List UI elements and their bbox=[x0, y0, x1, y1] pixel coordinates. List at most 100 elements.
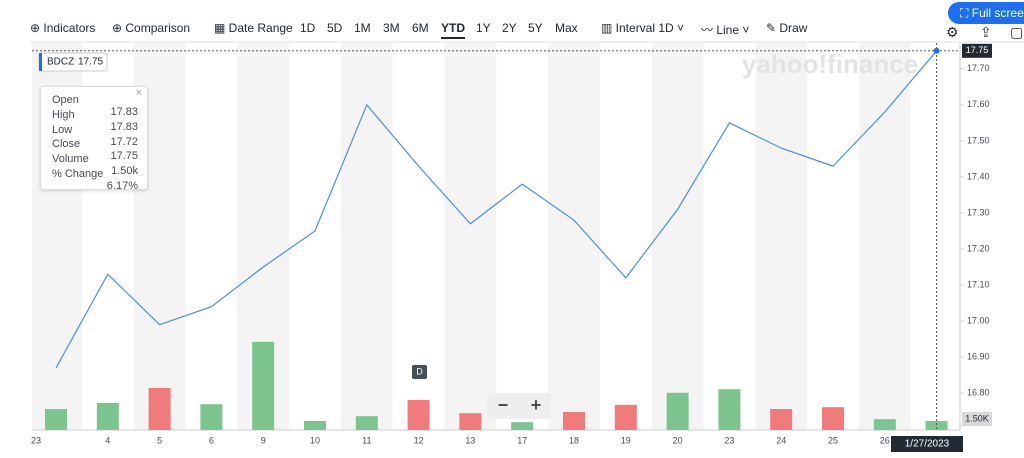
settings-icon[interactable]: ⚙ bbox=[946, 24, 959, 40]
volume-bar bbox=[511, 422, 534, 430]
price-badge-label: 17.75 bbox=[966, 45, 989, 55]
y-tick-label: 17.50 bbox=[967, 135, 990, 145]
range-button[interactable]: 3M bbox=[383, 21, 400, 35]
volume-badge bbox=[962, 412, 992, 426]
y-tick-label: 17.70 bbox=[967, 63, 990, 73]
tooltip-label: Low bbox=[52, 123, 73, 136]
day-band bbox=[444, 43, 497, 430]
label: Comparison bbox=[125, 21, 191, 35]
comparison-button[interactable]: ⊕ Comparison bbox=[112, 21, 191, 35]
share-icon[interactable]: ⇪ bbox=[980, 24, 992, 40]
y-tick-label: 17.00 bbox=[967, 315, 990, 325]
day-band bbox=[755, 43, 808, 430]
tooltip-row: Volume 1.50k bbox=[52, 153, 138, 177]
volume-bar bbox=[718, 389, 741, 430]
x-tick-label: 19 bbox=[621, 435, 631, 445]
tooltip-value: 17.83 bbox=[110, 120, 138, 133]
y-tick-label: 16.80 bbox=[967, 388, 990, 398]
tooltip-row: Low 17.72 bbox=[52, 123, 138, 148]
tooltip-row: % Change 6.17% bbox=[52, 168, 138, 192]
draw-button[interactable]: ✎ Draw bbox=[766, 21, 808, 35]
tooltip-value: 6.17% bbox=[106, 180, 138, 192]
volume-bar bbox=[148, 388, 171, 430]
range-button[interactable]: 5D bbox=[327, 21, 343, 35]
tooltip-label: % Change bbox=[52, 168, 104, 180]
volume-bar bbox=[96, 403, 119, 430]
close-icon[interactable]: × bbox=[135, 87, 142, 99]
event-marker bbox=[412, 365, 427, 379]
x-tick-label: 23 bbox=[724, 435, 734, 445]
x-tick-label: 11 bbox=[362, 435, 371, 445]
indicators-button[interactable]: ⊕ Indicators bbox=[30, 21, 96, 35]
label: Date Range bbox=[228, 21, 293, 35]
x-tick-label: 13 bbox=[465, 435, 475, 445]
volume-bar bbox=[873, 419, 896, 430]
tooltip-row: Close 17.75 bbox=[52, 138, 138, 162]
volume-bar bbox=[355, 416, 378, 430]
volume-bar bbox=[770, 409, 793, 430]
label: 1D bbox=[658, 21, 674, 35]
y-tick-label: 17.30 bbox=[967, 207, 990, 217]
range-button[interactable]: Max bbox=[555, 21, 578, 35]
price-line bbox=[55, 50, 938, 369]
more-icon[interactable]: ▢ bbox=[1010, 24, 1024, 40]
label: Draw bbox=[779, 21, 808, 35]
tooltip-value: 1.50k bbox=[111, 165, 138, 178]
date-range-button[interactable]: ▦ Date Range bbox=[214, 21, 293, 35]
symbol-label: BDCZ bbox=[47, 57, 74, 68]
x-tick-label: 20 bbox=[673, 435, 683, 445]
range-button[interactable]: 1D bbox=[300, 21, 316, 35]
tooltip-label: Volume bbox=[52, 153, 89, 166]
tooltip-label: Close bbox=[52, 138, 81, 151]
day-band bbox=[651, 43, 704, 430]
volume-bar bbox=[304, 421, 326, 430]
x-tick-label: 5 bbox=[157, 435, 162, 445]
range-button[interactable]: 2Y bbox=[502, 21, 517, 35]
volume-bar bbox=[45, 409, 67, 430]
tooltip-label: Open bbox=[52, 94, 79, 106]
x-tick-label: 25 bbox=[828, 435, 838, 445]
day-bands bbox=[32, 43, 911, 430]
volume-bar bbox=[614, 404, 637, 430]
full-screen-button[interactable]: ⛶ Full screen bbox=[948, 2, 1024, 24]
volume-bar bbox=[563, 412, 585, 430]
day-band bbox=[340, 43, 393, 430]
volume-bar bbox=[407, 400, 430, 430]
label: Indicators bbox=[43, 21, 96, 35]
y-tick-label: 16.90 bbox=[967, 351, 990, 361]
volume-bar bbox=[822, 407, 844, 430]
tooltip-value: 17.75 bbox=[110, 150, 138, 163]
volume-bar bbox=[252, 341, 275, 430]
tooltip-label: High bbox=[52, 108, 75, 121]
x-tick-label: 4 bbox=[105, 435, 110, 445]
y-tick-label: 17.60 bbox=[967, 99, 990, 109]
x-tick-label: 18 bbox=[569, 435, 579, 445]
zoom-in[interactable]: + bbox=[531, 395, 542, 415]
x-tick-label: 17 bbox=[517, 435, 527, 445]
range-button[interactable]: 1Y bbox=[476, 21, 491, 35]
x-tick-label: 24 bbox=[776, 435, 786, 445]
tooltip-row: Open 17.83 bbox=[52, 94, 138, 118]
price-badge bbox=[962, 43, 992, 58]
tooltip-row: High 17.83 bbox=[52, 108, 138, 133]
range-button[interactable]: 5Y bbox=[528, 21, 543, 35]
interval-button[interactable]: ▥ Interval 1D ˅ bbox=[601, 21, 685, 35]
volume-bar bbox=[459, 413, 482, 430]
label: Full screen bbox=[971, 6, 1024, 20]
symbol-price: 17.75 bbox=[78, 57, 103, 68]
day-band bbox=[548, 43, 600, 430]
zoom-out[interactable]: − bbox=[498, 395, 509, 415]
range-button[interactable]: YTD bbox=[441, 21, 465, 39]
crosshair-dot bbox=[933, 47, 940, 54]
volume-bar bbox=[925, 421, 948, 430]
x-tick-label: 9 bbox=[261, 435, 266, 445]
y-tick-label: 17.10 bbox=[967, 279, 990, 289]
range-button[interactable]: 1M bbox=[354, 21, 371, 35]
volume-badge-label: 1.50K bbox=[965, 413, 989, 423]
range-button[interactable]: 6M bbox=[412, 21, 429, 35]
date-badge-label: 1/27/2023 bbox=[905, 439, 950, 450]
line-button[interactable]: 〰 Line ˅ bbox=[701, 23, 750, 37]
watermark: yahoo!finance bbox=[742, 49, 918, 79]
